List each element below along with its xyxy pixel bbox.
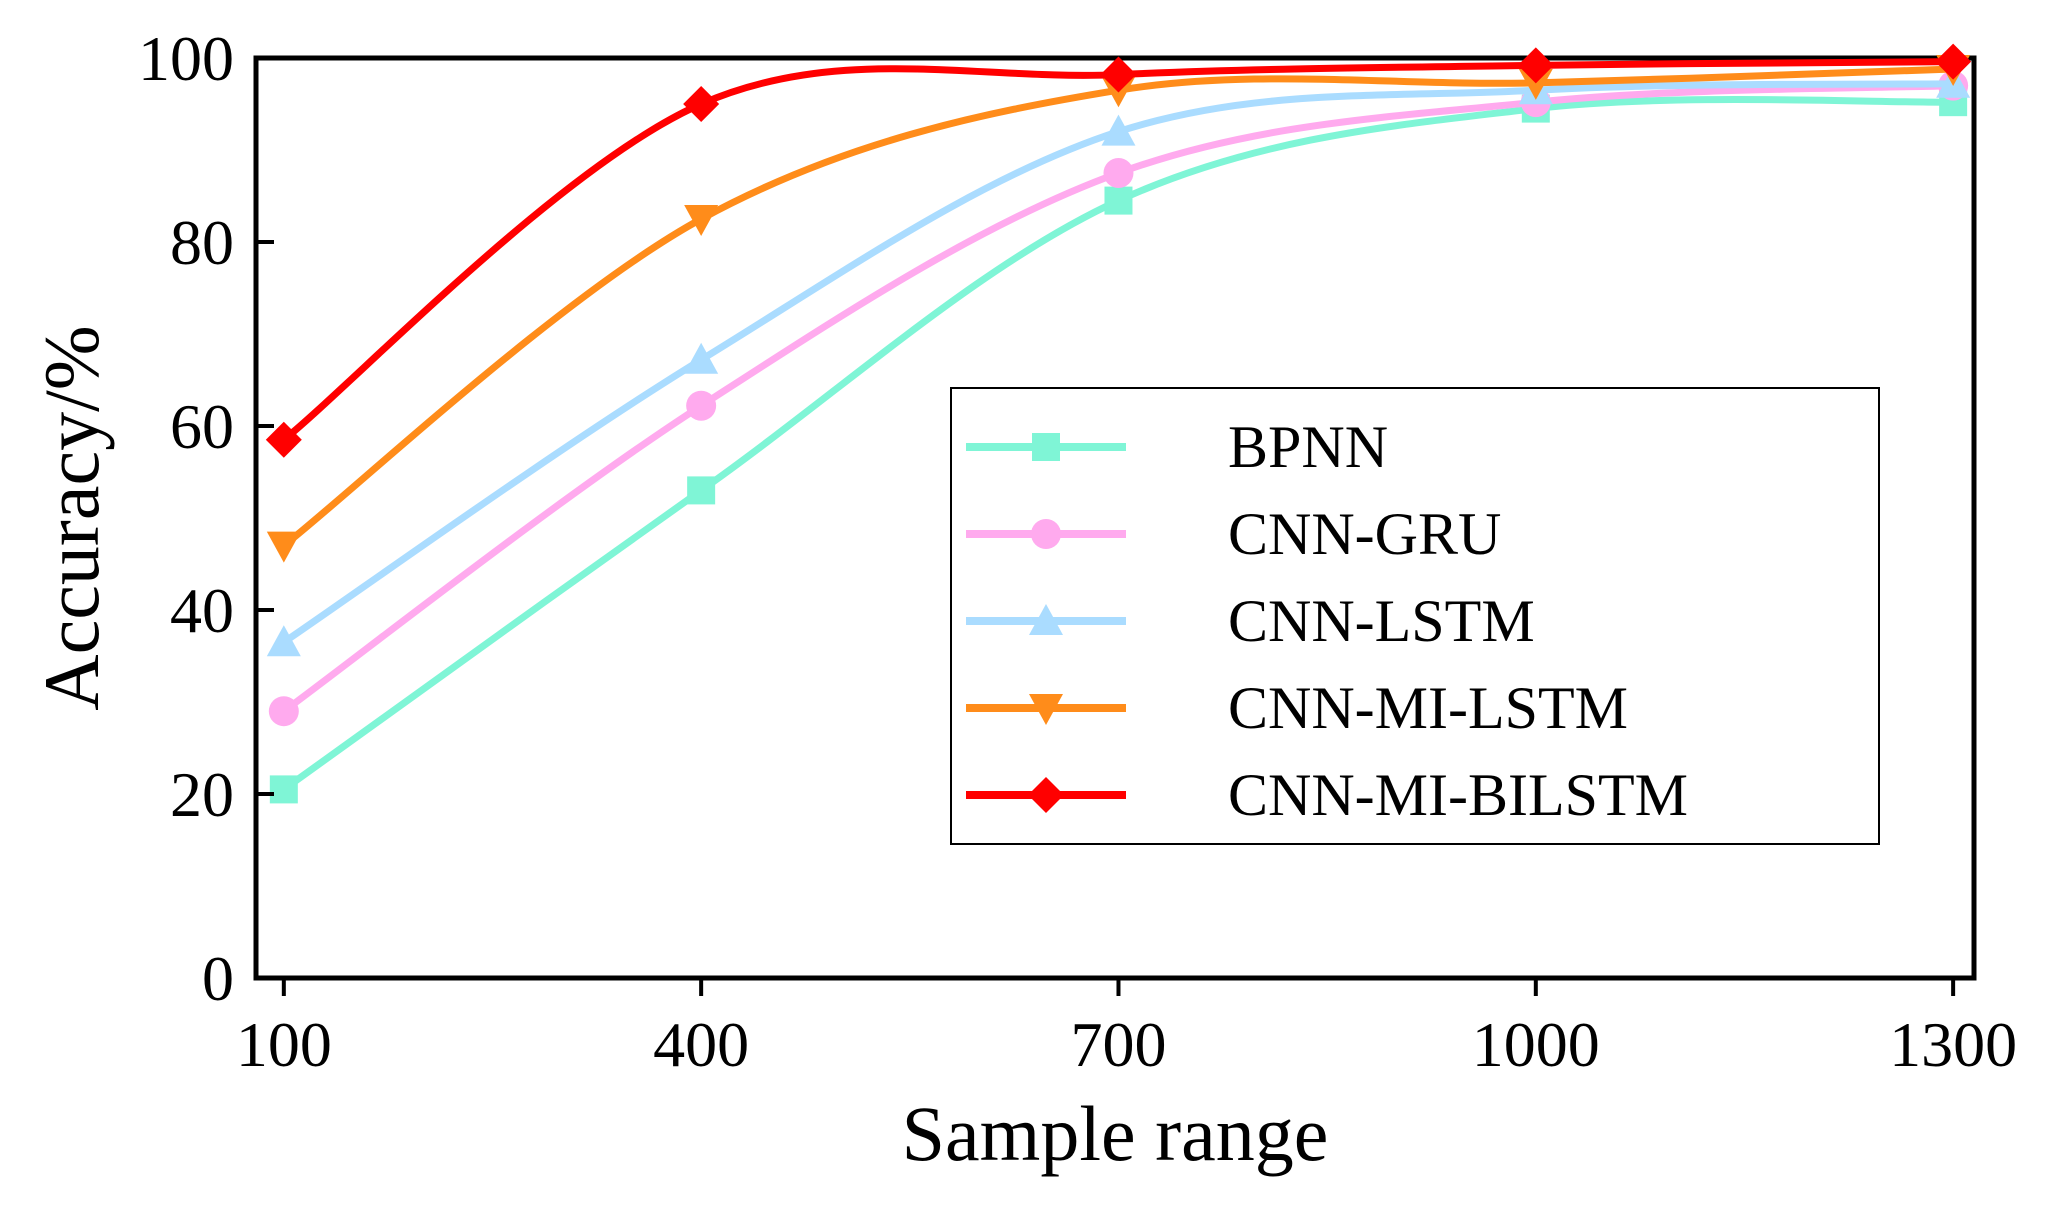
y-tick-label: 40 <box>170 575 234 646</box>
legend-marker <box>1029 694 1063 725</box>
x-tick-label: 1300 <box>1889 1009 2017 1080</box>
legend-marker <box>1032 433 1060 461</box>
data-point-marker <box>1101 114 1136 146</box>
data-point-marker <box>686 390 717 421</box>
data-point-marker <box>1935 43 1972 80</box>
x-tick-label: 700 <box>1070 1009 1166 1080</box>
y-tick-label: 60 <box>170 391 234 462</box>
x-axis-title: Sample range <box>902 1090 1329 1177</box>
legend-item-cnn-mi-bilstm: CNN-MI-BILSTM <box>966 762 1688 828</box>
y-axis-title: Accuracy/% <box>28 325 115 710</box>
data-point-marker <box>266 625 301 657</box>
plot-frame <box>253 55 1977 981</box>
y-tick-label: 0 <box>202 943 234 1014</box>
y-tick-label: 80 <box>170 207 234 278</box>
axis-ticks: 100 400 700 1000 1300 0 20 40 60 80 100 <box>138 23 2017 1080</box>
legend-label: CNN-GRU <box>1228 501 1501 567</box>
data-point-marker <box>269 775 298 804</box>
x-tick-label: 400 <box>653 1009 749 1080</box>
legend-item-cnn-lstm: CNN-LSTM <box>966 588 1535 654</box>
legend: BPNN CNN-GRU CNN-LSTM CNN-MI-LSTM CNN-MI-BIL… <box>950 387 1880 845</box>
data-point-marker <box>1103 158 1134 188</box>
legend-item-cnn-gru: CNN-GRU <box>966 501 1501 567</box>
data-point-marker <box>684 205 719 236</box>
data-point-marker <box>1517 47 1554 84</box>
data-point-marker <box>684 342 719 374</box>
y-tick-label: 20 <box>170 759 234 830</box>
legend-item-cnn-mi-lstm: CNN-MI-LSTM <box>966 675 1628 741</box>
x-tick-label: 100 <box>236 1009 332 1080</box>
data-point-marker <box>1104 186 1133 215</box>
data-point-marker <box>1518 68 1553 100</box>
legend-marker <box>1029 604 1063 635</box>
y-tick-label: 100 <box>138 23 234 94</box>
series-line <box>280 96 1957 793</box>
data-point-marker <box>266 531 301 563</box>
legend-label: CNN-LSTM <box>1228 588 1535 654</box>
x-tick-label: 1000 <box>1472 1009 1600 1080</box>
legend-marker <box>1031 519 1061 549</box>
series-line <box>280 65 1957 550</box>
legend-marker <box>1028 777 1064 813</box>
data-point-marker <box>268 696 299 727</box>
legend-label: CNN-MI-LSTM <box>1228 675 1628 741</box>
data-point-marker <box>687 476 716 505</box>
legend-label: CNN-MI-BILSTM <box>1228 762 1688 828</box>
series-cnn-mi-bilstm <box>265 43 1972 458</box>
data-point-marker <box>265 421 302 458</box>
legend-label: BPNN <box>1228 414 1388 480</box>
series-layer <box>265 43 1972 804</box>
data-point-marker <box>1100 56 1137 93</box>
legend-item-bpnn: BPNN <box>966 414 1388 480</box>
legend-box <box>950 387 1880 845</box>
series-cnn-lstm <box>266 66 1971 657</box>
data-point-marker <box>683 86 720 122</box>
